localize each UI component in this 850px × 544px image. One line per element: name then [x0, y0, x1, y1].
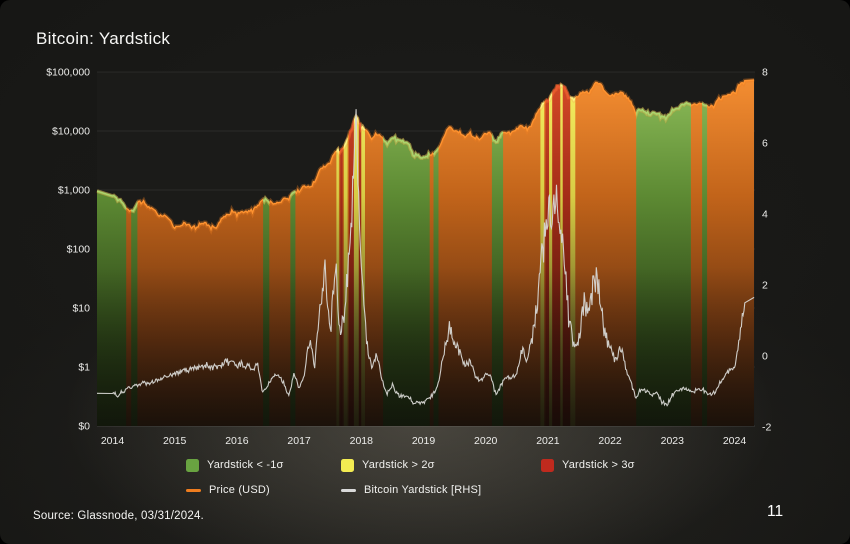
svg-text:2: 2: [762, 280, 768, 292]
svg-text:2014: 2014: [101, 435, 125, 447]
x-axis-labels: 2014 2015 2016 2017 2018 2019 2020 2021 2022 2023…: [101, 435, 747, 447]
y-axis-left-labels: $100,000 $10,000 $1,000 $100 $10 $1 $0: [46, 67, 90, 433]
svg-text:2022: 2022: [598, 435, 622, 447]
svg-text:2023: 2023: [661, 435, 685, 447]
svg-text:$1: $1: [78, 362, 90, 374]
page-number: 11: [767, 503, 784, 520]
chart-title: Bitcoin: Yardstick: [36, 29, 171, 48]
svg-text:0: 0: [762, 351, 768, 363]
svg-text:2019: 2019: [412, 435, 436, 447]
svg-text:2020: 2020: [474, 435, 498, 447]
svg-text:-2: -2: [762, 422, 771, 434]
svg-text:4: 4: [762, 209, 768, 221]
source-text: Source: Glassnode, 03/31/2024.: [33, 510, 204, 522]
svg-text:8: 8: [762, 67, 768, 79]
svg-text:6: 6: [762, 138, 768, 150]
svg-text:$10: $10: [72, 303, 90, 315]
svg-text:2017: 2017: [287, 435, 311, 447]
svg-text:$0: $0: [78, 421, 90, 433]
svg-text:$1,000: $1,000: [58, 185, 90, 197]
svg-text:$10,000: $10,000: [52, 126, 90, 138]
svg-text:2018: 2018: [350, 435, 374, 447]
svg-text:$100,000: $100,000: [46, 67, 90, 79]
svg-text:2024: 2024: [723, 435, 747, 447]
svg-text:2021: 2021: [536, 435, 560, 447]
yardstick-line: [96, 109, 755, 407]
svg-text:2016: 2016: [225, 435, 249, 447]
svg-text:2015: 2015: [163, 435, 187, 447]
y-axis-right-labels: 8 6 4 2 0 -2: [762, 67, 771, 434]
svg-text:$100: $100: [67, 244, 91, 256]
